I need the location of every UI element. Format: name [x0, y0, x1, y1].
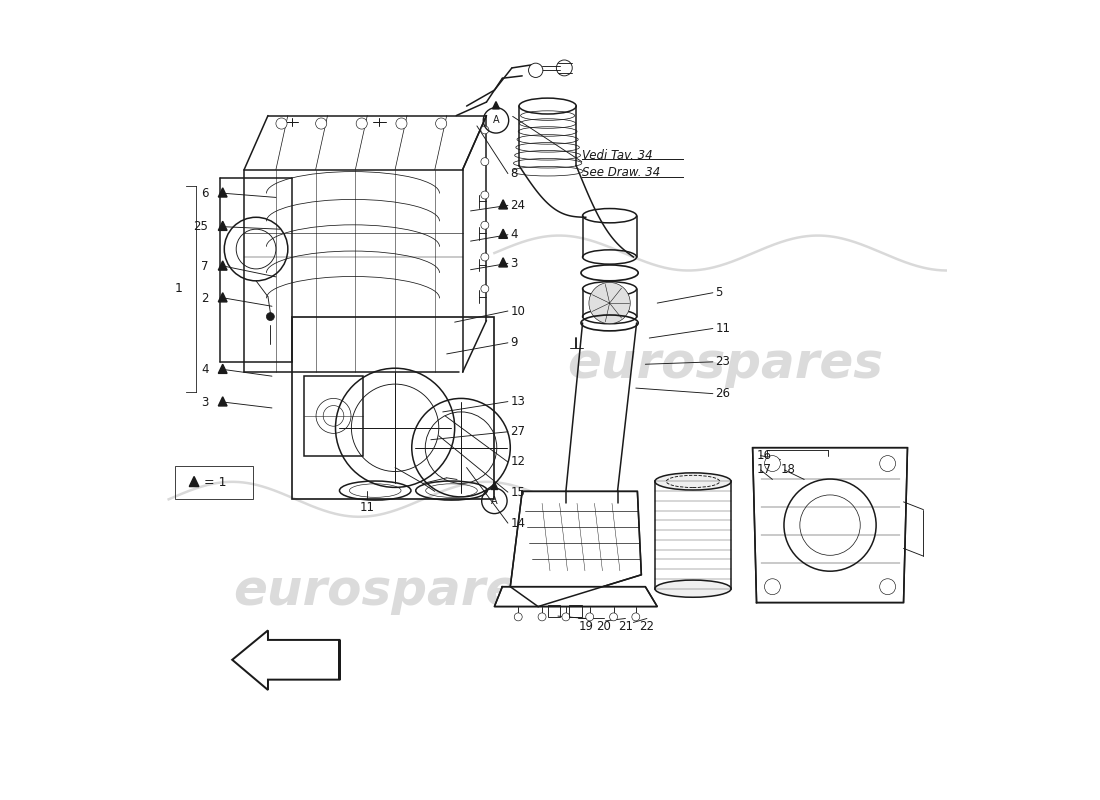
Polygon shape: [232, 630, 340, 690]
Circle shape: [588, 282, 630, 324]
Text: 4: 4: [201, 363, 208, 376]
Bar: [175, 466, 253, 499]
Text: 3: 3: [510, 257, 518, 270]
Circle shape: [515, 613, 522, 621]
Text: 2: 2: [201, 292, 208, 305]
Circle shape: [356, 118, 367, 129]
Polygon shape: [493, 102, 499, 109]
Text: 1: 1: [174, 282, 183, 295]
Text: 23: 23: [715, 355, 730, 368]
Ellipse shape: [654, 580, 732, 598]
Text: 6: 6: [201, 187, 208, 200]
Circle shape: [396, 118, 407, 129]
Circle shape: [586, 613, 594, 621]
Ellipse shape: [654, 473, 732, 490]
Polygon shape: [218, 364, 227, 374]
Text: 13: 13: [510, 395, 525, 408]
Bar: [569, 605, 582, 617]
Circle shape: [481, 285, 488, 293]
Text: 10: 10: [510, 305, 525, 318]
Polygon shape: [498, 200, 507, 209]
Polygon shape: [218, 261, 227, 270]
Text: 14: 14: [510, 517, 526, 530]
Polygon shape: [218, 293, 227, 302]
Text: Vedi Tav. 34: Vedi Tav. 34: [582, 149, 652, 162]
Text: 27: 27: [510, 426, 526, 438]
Circle shape: [481, 222, 488, 229]
Circle shape: [266, 313, 274, 321]
Text: 12: 12: [510, 455, 526, 469]
Text: 25: 25: [194, 220, 208, 234]
Polygon shape: [494, 586, 658, 606]
Text: 26: 26: [715, 387, 730, 400]
Circle shape: [436, 118, 447, 129]
Text: 20: 20: [596, 620, 612, 633]
Text: 11: 11: [715, 322, 730, 335]
Text: 17: 17: [757, 463, 771, 477]
Text: eurospares: eurospares: [566, 340, 883, 388]
Circle shape: [764, 578, 780, 594]
Bar: [548, 605, 560, 617]
Circle shape: [529, 63, 543, 78]
Bar: [304, 376, 363, 456]
Polygon shape: [189, 477, 199, 486]
Circle shape: [276, 118, 287, 129]
Circle shape: [562, 613, 570, 621]
Text: See Draw. 34: See Draw. 34: [582, 166, 660, 179]
Text: 18: 18: [780, 463, 795, 477]
Text: 11: 11: [360, 501, 375, 514]
Circle shape: [481, 158, 488, 166]
Polygon shape: [218, 397, 227, 406]
Circle shape: [538, 613, 546, 621]
Bar: [292, 317, 494, 499]
Text: 5: 5: [715, 286, 723, 299]
Polygon shape: [498, 258, 507, 267]
Circle shape: [316, 118, 327, 129]
Circle shape: [481, 253, 488, 261]
Text: 8: 8: [510, 167, 518, 180]
Text: 16: 16: [757, 449, 771, 462]
Circle shape: [631, 613, 640, 621]
Text: 24: 24: [510, 199, 526, 212]
Circle shape: [609, 613, 617, 621]
Polygon shape: [218, 222, 227, 230]
Circle shape: [481, 191, 488, 199]
Text: eurospares: eurospares: [233, 566, 549, 614]
Text: A: A: [491, 496, 497, 506]
Text: = 1: = 1: [205, 476, 227, 489]
Text: 19: 19: [579, 620, 593, 633]
Polygon shape: [752, 448, 908, 602]
Circle shape: [880, 578, 895, 594]
Text: 22: 22: [639, 620, 654, 633]
Text: 4: 4: [510, 228, 518, 242]
Circle shape: [880, 456, 895, 471]
Text: 21: 21: [618, 620, 632, 633]
Text: 15: 15: [510, 486, 525, 498]
Polygon shape: [498, 229, 507, 238]
Circle shape: [481, 126, 488, 134]
Text: 7: 7: [201, 260, 208, 273]
Text: 3: 3: [201, 396, 208, 409]
Polygon shape: [491, 482, 498, 490]
Polygon shape: [510, 491, 641, 606]
Circle shape: [764, 456, 780, 471]
Polygon shape: [218, 188, 227, 197]
Text: A: A: [493, 115, 499, 126]
Text: 9: 9: [510, 336, 518, 350]
